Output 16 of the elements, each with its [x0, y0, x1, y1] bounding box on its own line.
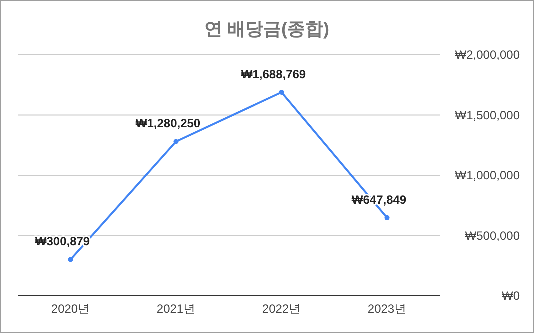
data-label: ₩1,280,250 — [136, 116, 201, 131]
point — [68, 257, 74, 262]
point — [279, 90, 284, 96]
point — [174, 139, 179, 144]
y-tick-label: ₩1,500,000 — [455, 108, 520, 122]
x-tick-label: 2022년 — [262, 302, 302, 316]
point — [384, 215, 390, 220]
y-tick-label: ₩500,000 — [465, 228, 520, 243]
x-tick-label: 2021년 — [156, 302, 196, 316]
x-tick-label: 2020년 — [51, 302, 90, 316]
y-tick-label: ₩1,000,000 — [455, 168, 520, 183]
x-tick-label: 2023년 — [368, 302, 407, 316]
y-tick-label: ₩2,000,000 — [455, 48, 520, 62]
y-tick-label: ₩0 — [502, 289, 520, 304]
chart-title: 연 배당금(종합) — [204, 19, 330, 39]
data-label: ₩1,688,769 — [241, 68, 306, 82]
